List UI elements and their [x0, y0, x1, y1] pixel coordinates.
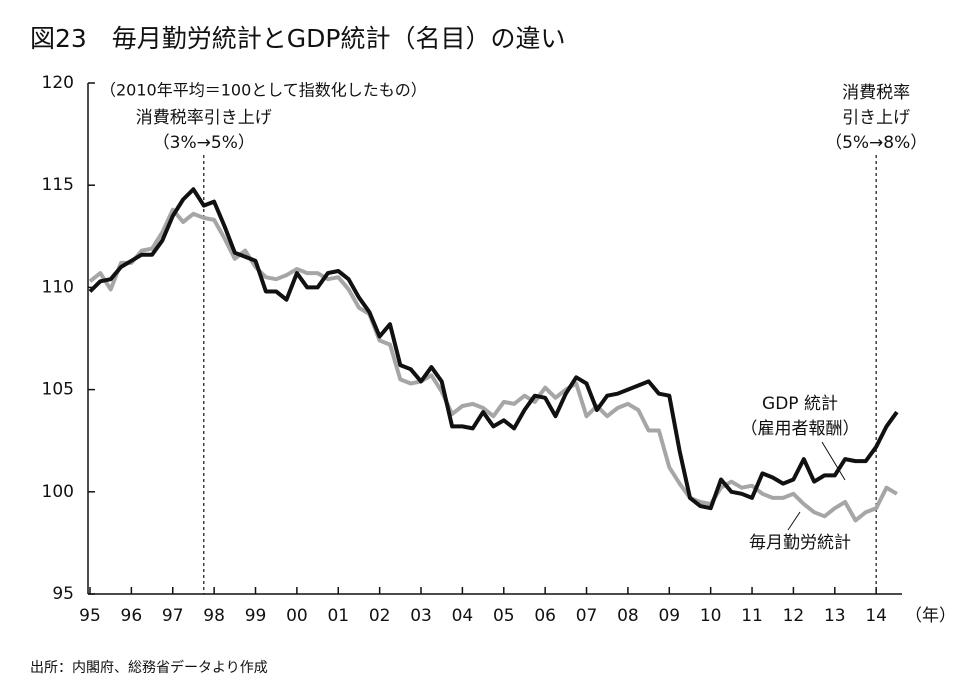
series-line: [88, 187, 899, 511]
series-label: （雇用者報酬）: [741, 419, 860, 439]
x-tick-label: 12: [783, 606, 805, 626]
x-tick-label: 99: [245, 606, 267, 626]
series-line: [88, 207, 898, 523]
y-tick-label: 115: [42, 175, 74, 195]
x-tick-label: 13: [824, 606, 846, 626]
x-tick-label: 97: [162, 606, 184, 626]
x-tick-label: 04: [452, 606, 474, 626]
leader-line: [787, 511, 801, 531]
x-tick-label: 02: [369, 606, 391, 626]
annotation: 引き上げ: [842, 108, 910, 128]
x-tick-label: 95: [79, 606, 101, 626]
note: （2010年平均＝100として指数化したもの）: [100, 81, 427, 100]
x-tick-label: 09: [658, 606, 680, 626]
x-tick-label: 07: [576, 606, 598, 626]
series-label: 毎月勤労統計: [749, 533, 851, 553]
leader-line: [821, 441, 846, 481]
x-tick-label: 98: [203, 606, 225, 626]
x-tick-label: 06: [534, 606, 556, 626]
x-axis-label: （年）: [905, 606, 956, 626]
chart-title: 図23 毎月勤労統計とGDP統計（名目）の違い: [30, 24, 566, 53]
annotation: （5%→8%）: [825, 133, 927, 153]
y-tick-label: 120: [42, 73, 74, 93]
x-tick-label: 14: [865, 606, 887, 626]
x-tick-label: 00: [286, 606, 308, 626]
x-tick-label: 11: [741, 606, 763, 626]
y-tick-label: 100: [42, 482, 74, 502]
source: 出所：内閣府、総務省データより作成: [30, 659, 268, 676]
x-tick-label: 08: [617, 606, 639, 626]
x-tick-label: 05: [493, 606, 515, 626]
y-tick-label: 110: [42, 277, 74, 297]
annotation: 消費税率引き上げ: [136, 108, 272, 128]
x-tick-label: 96: [121, 606, 143, 626]
annotation: （3%→5%）: [153, 133, 255, 153]
annotation: 消費税率: [842, 83, 910, 103]
x-tick-label: 10: [700, 606, 722, 626]
y-tick-label: 105: [42, 380, 74, 400]
y-tick-label: 95: [52, 584, 74, 604]
x-tick-label: 03: [410, 606, 432, 626]
series-label: GDP 統計: [762, 394, 838, 414]
x-tick-label: 01: [327, 606, 349, 626]
